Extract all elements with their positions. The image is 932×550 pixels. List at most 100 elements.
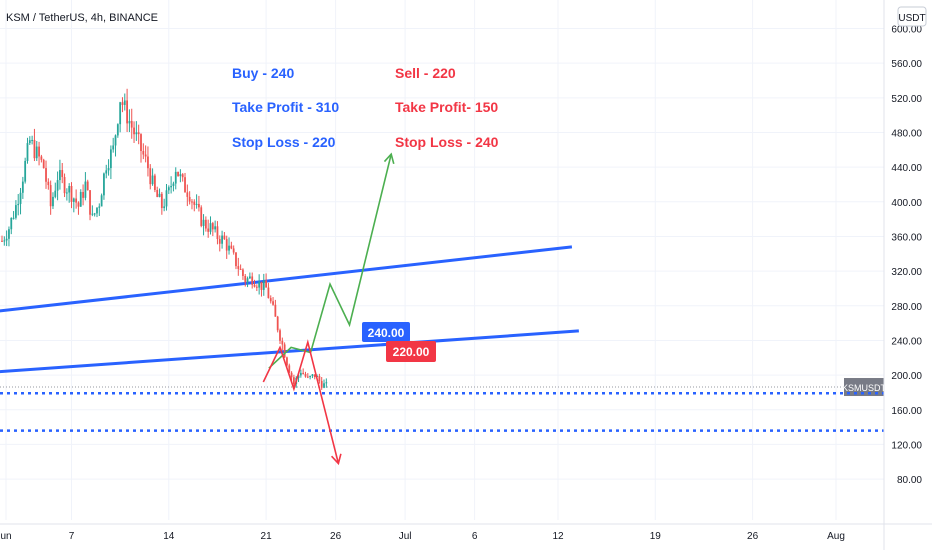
candle-body: [54, 190, 57, 197]
candle-body: [17, 203, 20, 206]
candle-body: [251, 276, 254, 285]
candle-body: [121, 102, 124, 105]
candle-body: [35, 146, 38, 159]
x-tick-label: 6: [472, 531, 478, 542]
candle-body: [309, 376, 312, 378]
candle-body: [114, 135, 117, 146]
candle-body: [96, 207, 98, 214]
candle-body: [244, 275, 247, 283]
candle-body: [19, 192, 22, 204]
candle-body: [204, 219, 207, 229]
time-axis[interactable]: un 7 14 21 26 Jul 6 12 19 26 Aug: [0, 523, 932, 542]
candle-body: [177, 171, 179, 177]
candle-body: [40, 156, 43, 160]
candle-body: [128, 120, 131, 124]
candle-body: [265, 280, 267, 288]
candle-body: [274, 304, 277, 317]
candle-body: [160, 193, 163, 209]
candle-body: [202, 219, 205, 226]
candle-body: [269, 298, 272, 302]
currency-button-bg[interactable]: [897, 6, 927, 27]
candle-body: [188, 196, 191, 202]
candle-body: [42, 159, 45, 169]
candle-body: [181, 174, 184, 178]
candle-body: [230, 245, 233, 249]
candle-body: [89, 190, 91, 215]
candle-body: [5, 238, 8, 241]
x-tick-label: un: [0, 531, 11, 542]
symbol-tag-label: KSMUSDT: [842, 383, 887, 393]
y-tick-label: 240.00: [891, 336, 922, 347]
y-tick-label: 600.00: [891, 25, 922, 36]
candle-body: [140, 134, 142, 152]
candle-body: [72, 198, 75, 202]
candle-body: [49, 185, 52, 207]
badge-blue-bg: [362, 322, 410, 342]
buy-note-1: Buy - 240: [232, 65, 294, 81]
y-tick-label: 520.00: [891, 94, 922, 105]
x-tick-label: 19: [650, 531, 662, 542]
candle-body: [170, 185, 173, 188]
candle-body: [281, 340, 284, 345]
candle-body: [133, 127, 135, 135]
currency-label: USDT: [898, 13, 925, 24]
candle-body: [276, 316, 279, 331]
currency-button[interactable]: USDT: [897, 6, 927, 27]
candle-body: [179, 174, 182, 177]
candle-body: [100, 195, 103, 207]
buy-note-3: Stop Loss - 220: [232, 134, 336, 150]
candle-body: [130, 120, 133, 128]
x-tick-label: 14: [163, 531, 175, 542]
candle-body: [239, 268, 242, 270]
candle-body: [98, 206, 101, 208]
candle-body: [216, 226, 219, 240]
candle-body: [288, 365, 291, 373]
candle-body: [258, 281, 261, 288]
candle-body: [214, 226, 217, 230]
badge-red-label: 220.00: [393, 345, 430, 359]
candle-body: [302, 372, 305, 375]
candle-body: [68, 185, 71, 193]
sell-note-3: Stop Loss - 240: [395, 134, 499, 150]
candle-body: [151, 175, 154, 185]
candle-body: [45, 168, 47, 182]
price-axis[interactable]: 80.00 120.00 160.00 200.00 240.00 280.00 320.0…: [883, 0, 932, 550]
y-tick-label: 400.00: [891, 198, 922, 209]
candle-body: [232, 248, 235, 253]
candle-body: [304, 374, 307, 377]
candle-body: [79, 191, 82, 207]
candle-body: [158, 193, 161, 197]
candle-body: [61, 170, 64, 178]
candle-body: [186, 192, 189, 197]
candle-body: [246, 278, 249, 283]
candle-body: [82, 191, 84, 198]
candle-body: [47, 181, 50, 186]
y-tick-label: 560.00: [891, 59, 922, 70]
y-tick-label: 200.00: [891, 371, 922, 382]
x-tick-label: Jul: [399, 531, 412, 542]
candle-body: [191, 201, 193, 203]
candlestick-series: [1, 88, 328, 390]
candle-body: [126, 100, 128, 124]
candle-body: [33, 139, 36, 159]
candle-body: [105, 170, 108, 174]
candle-body: [253, 284, 256, 287]
sell-note-2: Take Profit- 150: [395, 99, 498, 115]
candle-body: [262, 280, 265, 290]
candle-body: [112, 145, 115, 150]
candle-body: [323, 383, 325, 388]
candle-body: [225, 239, 228, 251]
x-tick-label: 21: [261, 531, 273, 542]
candle-body: [221, 235, 223, 244]
x-tick-label: 7: [69, 531, 75, 542]
candle-body: [320, 380, 323, 388]
candle-body: [255, 286, 258, 288]
candle-body: [24, 160, 27, 182]
candle-body: [279, 330, 281, 341]
candle-body: [28, 140, 31, 144]
y-tick-label: 440.00: [891, 163, 922, 174]
candle-body: [59, 170, 61, 181]
projection-up-path: [268, 153, 392, 369]
